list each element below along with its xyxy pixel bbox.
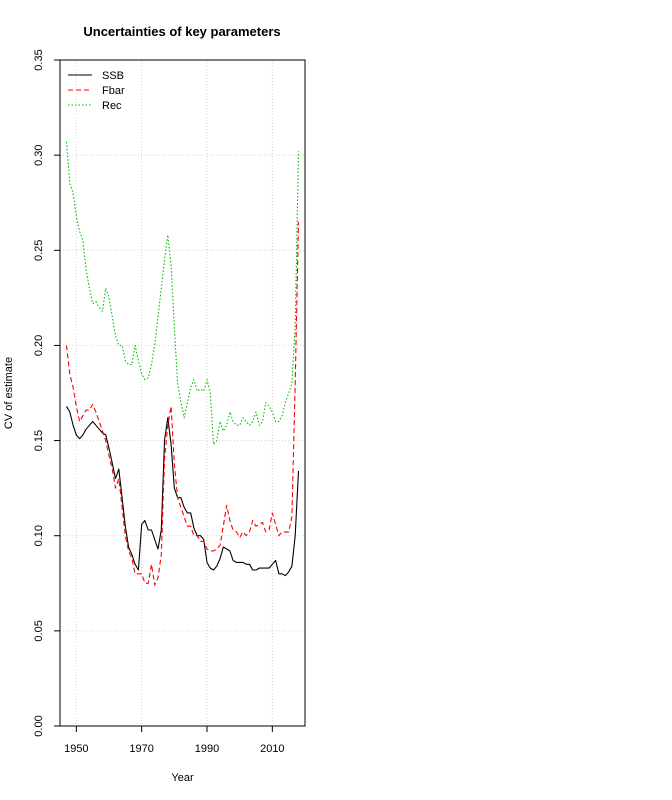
series-lines: [65, 141, 300, 586]
legend-label-ssb: SSB: [102, 70, 124, 82]
axes: 1950 1970 1990 2010 0.00 0.05 0.10 0.15 0.20 0.25…: [33, 49, 285, 755]
y-tick-label: 0.05: [33, 620, 45, 641]
grid-lines: [60, 59, 305, 727]
y-tick-label: 0.30: [33, 144, 45, 165]
x-tick-label: 1990: [195, 743, 219, 755]
y-tick-label: 0.10: [33, 525, 45, 546]
x-tick-label: 1950: [64, 743, 88, 755]
y-tick-label: 0.15: [33, 430, 45, 451]
series-line-rec: [65, 141, 300, 445]
y-axis-label: CV of estimate: [3, 357, 15, 429]
x-axis-label: Year: [171, 772, 194, 784]
series-line-fbar: [65, 221, 300, 586]
chart-title: Uncertainties of key parameters: [83, 24, 280, 39]
x-tick-label: 1970: [129, 743, 153, 755]
y-tick-label: 0.20: [33, 335, 45, 356]
legend: SSB Fbar Rec: [68, 70, 125, 112]
y-tick-label: 0.00: [33, 715, 45, 736]
y-tick-label: 0.35: [33, 49, 45, 70]
legend-label-rec: Rec: [102, 100, 122, 112]
series-line-ssb: [66, 406, 300, 577]
legend-label-fbar: Fbar: [102, 85, 125, 97]
plot-frame: [59, 59, 306, 727]
x-tick-label: 2010: [260, 743, 284, 755]
y-tick-label: 0.25: [33, 240, 45, 261]
